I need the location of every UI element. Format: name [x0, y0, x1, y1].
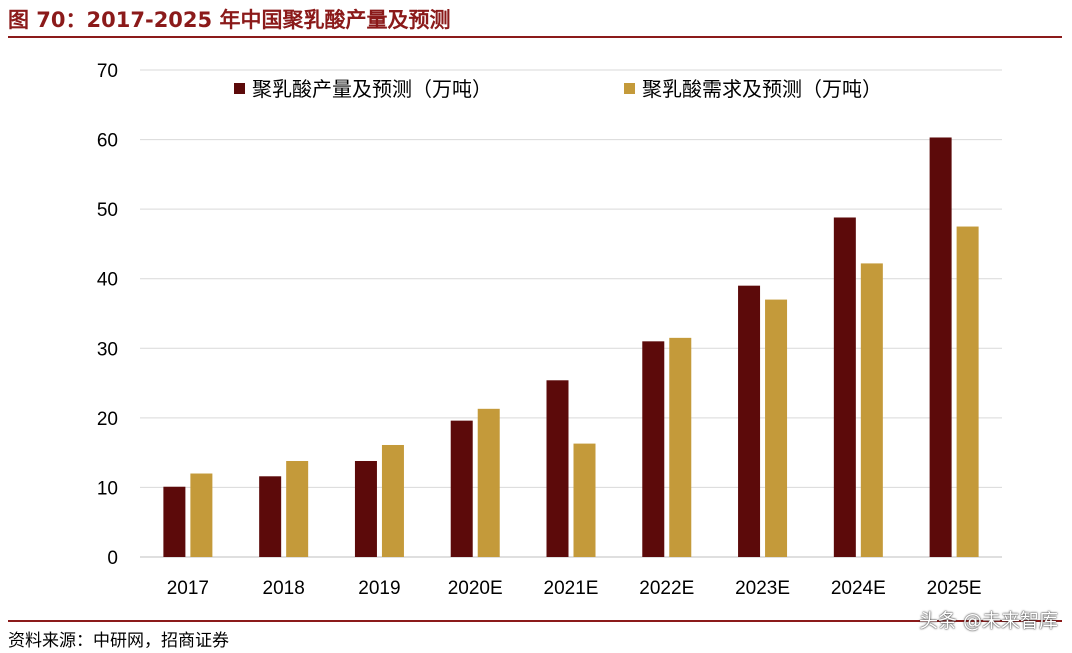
bar-demand — [286, 460, 309, 557]
bar-production — [450, 420, 473, 557]
y-tick-label: 40 — [97, 270, 118, 291]
bar-production — [546, 380, 569, 557]
bars — [163, 137, 979, 558]
x-axis: 2017 2018 2019 2020E 2021E 2022E 2023E 2024E 202… — [167, 578, 982, 599]
legend-label: 聚乳酸产量及预测（万吨） — [252, 77, 492, 101]
figure-title: 图 70：2017-2025 年中国聚乳酸产量及预测 — [8, 8, 451, 32]
x-tick-label: 2017 — [167, 578, 209, 599]
bar-demand — [477, 408, 500, 557]
bar-demand — [190, 473, 213, 557]
bar-production — [738, 285, 761, 557]
bar-demand — [381, 444, 404, 557]
bar-production — [642, 341, 665, 557]
y-tick-label: 10 — [97, 478, 118, 499]
watermark: 头条 @未来智库 — [918, 610, 1058, 632]
y-tick-label: 50 — [97, 200, 118, 221]
bar-demand — [860, 263, 883, 557]
bar-production — [833, 217, 856, 557]
bar-demand — [956, 226, 979, 558]
bar-production — [259, 476, 282, 557]
bar-production — [163, 486, 186, 557]
x-tick-label: 2023E — [735, 578, 790, 599]
bar-production — [354, 460, 377, 557]
legend: 聚乳酸产量及预测（万吨） 聚乳酸需求及预测（万吨） — [234, 77, 882, 101]
y-tick-label: 20 — [97, 409, 118, 430]
bar-demand — [573, 443, 596, 557]
gridlines — [140, 69, 1002, 558]
y-tick-label: 0 — [107, 548, 118, 569]
source-note: 资料来源：中研网，招商证券 — [8, 631, 229, 651]
y-tick-label: 70 — [97, 61, 118, 82]
bar-demand — [765, 299, 788, 557]
x-tick-label: 2025E — [927, 578, 982, 599]
bar-production — [929, 137, 952, 557]
source-divider — [8, 620, 1062, 622]
x-tick-label: 2018 — [263, 578, 305, 599]
x-tick-label: 2020E — [448, 578, 503, 599]
x-tick-label: 2024E — [831, 578, 886, 599]
x-tick-label: 2021E — [544, 578, 599, 599]
y-tick-label: 30 — [97, 339, 118, 360]
title-divider — [8, 36, 1062, 38]
y-axis: 0 10 20 30 40 50 60 70 — [97, 61, 118, 569]
bar-demand — [669, 337, 692, 557]
y-tick-label: 60 — [97, 131, 118, 152]
x-tick-label: 2019 — [358, 578, 400, 599]
legend-label: 聚乳酸需求及预测（万吨） — [642, 77, 882, 101]
legend-swatch — [234, 83, 245, 94]
legend-swatch — [624, 83, 635, 94]
x-tick-label: 2022E — [639, 578, 694, 599]
